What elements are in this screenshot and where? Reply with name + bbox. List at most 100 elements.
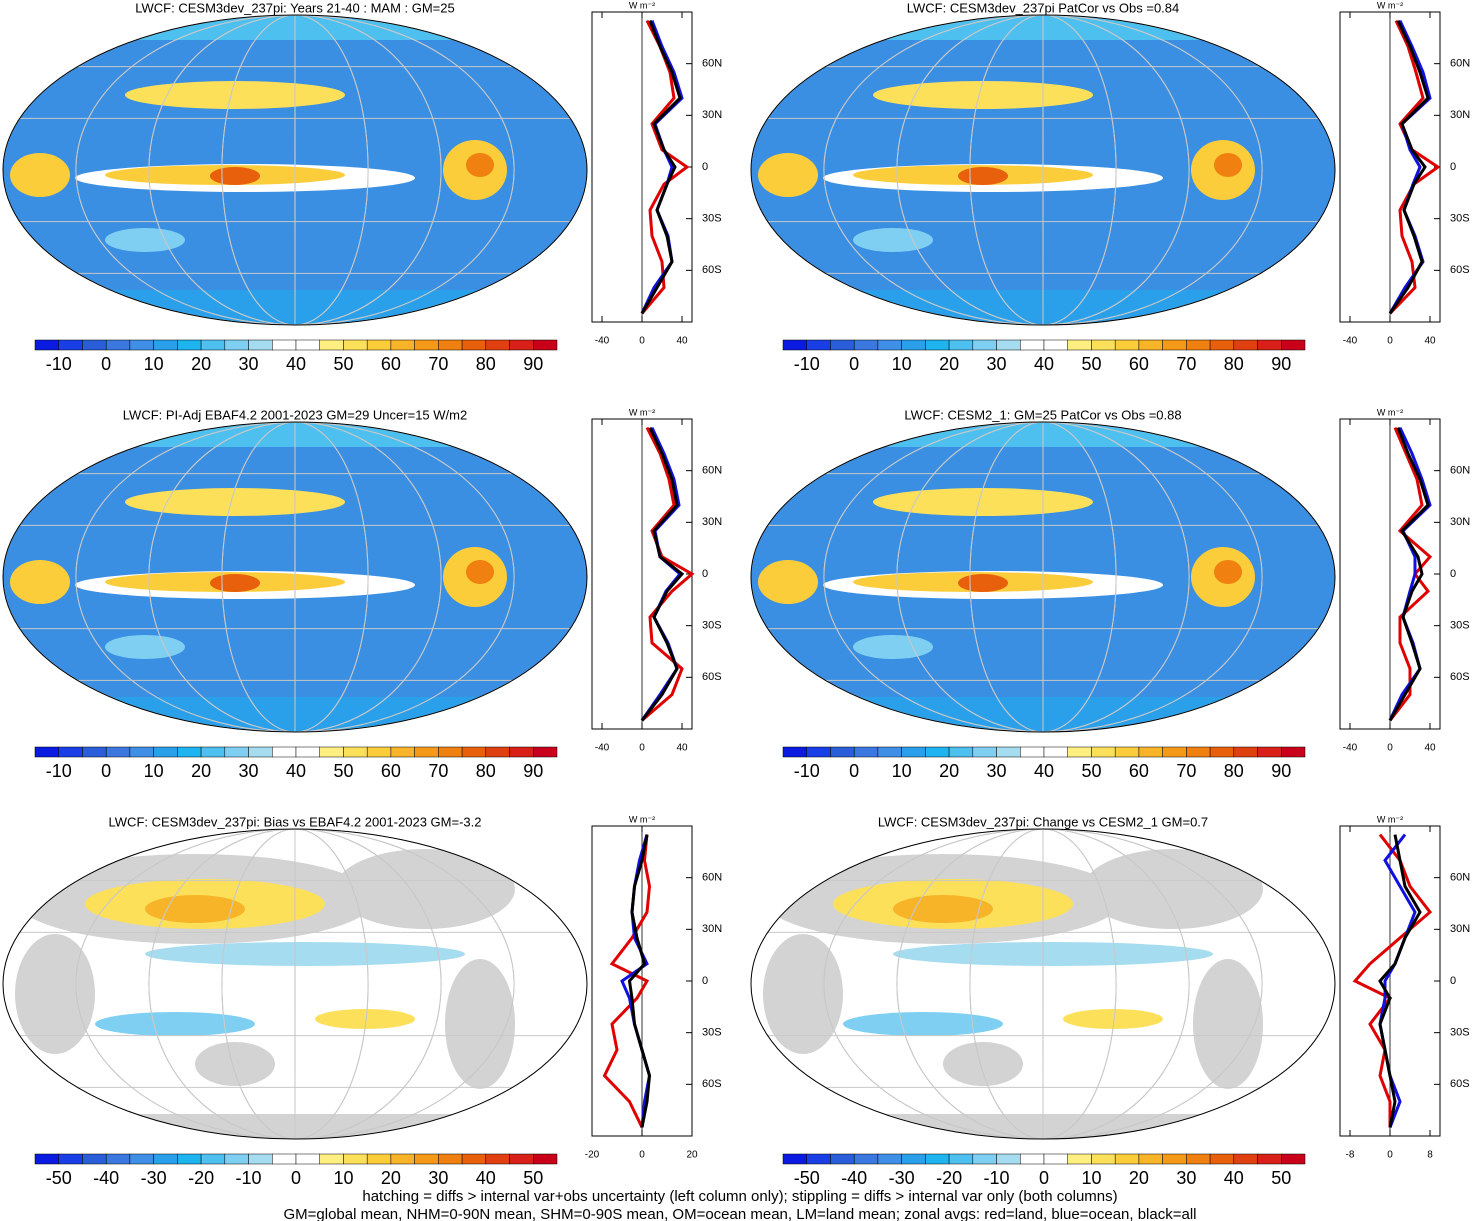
colorbar-box [177, 339, 202, 351]
unit-label: W m⁻² [629, 407, 655, 417]
colorbar-label: 70 [1176, 761, 1196, 781]
colorbar-label: -10 [236, 1168, 262, 1188]
unit-label: W m⁻² [1377, 0, 1403, 10]
colorbar-label: 40 [476, 1168, 496, 1188]
colorbar-box [948, 746, 974, 758]
footer-note: hatching = diffs > internal var+obs unce… [362, 1188, 1117, 1205]
colorbar-box [177, 746, 202, 758]
zonal-line [1352, 833, 1433, 1128]
field-blob [893, 942, 1213, 966]
zonal-line [640, 426, 683, 722]
colorbar-box [129, 746, 154, 758]
panel-title: LWCF: PI-Adj EBAF4.2 2001-2023 GM=29 Unc… [123, 407, 467, 422]
graticule [823, 15, 1263, 325]
y-tick-label: 60N [702, 58, 722, 70]
colorbar-box [1209, 1153, 1235, 1165]
colorbar-box [806, 746, 831, 758]
field-blob [873, 81, 1093, 109]
colorbar-label: 30 [239, 761, 259, 781]
colorbar-box [782, 746, 807, 758]
field-blob [1063, 1009, 1163, 1029]
colorbar-box [248, 746, 273, 758]
colorbar-box [1186, 1153, 1211, 1165]
graticule [969, 422, 1117, 732]
colorbar-box [390, 1153, 415, 1165]
colorbar-box [1281, 339, 1306, 351]
field-blob [125, 488, 345, 516]
colorbar-box [1233, 746, 1258, 758]
map-field [3, 829, 587, 1139]
field-blob [466, 153, 494, 177]
colorbar-label: 20 [191, 761, 211, 781]
zonal-line [1388, 427, 1433, 722]
colorbar-box [461, 746, 487, 758]
y-tick-label: 60S [702, 264, 722, 276]
zonal-line [640, 19, 690, 315]
field-blob [95, 1012, 255, 1036]
y-tick-label: 0 [1450, 568, 1456, 580]
colorbar-box [782, 339, 807, 351]
colorbar-label: 10 [333, 1168, 353, 1188]
field-blob [145, 942, 465, 966]
y-tick-label: 60N [1450, 58, 1470, 70]
colorbar-box [901, 1153, 926, 1165]
x-tick-label: -40 [595, 743, 610, 754]
y-tick-label: 0 [702, 161, 708, 173]
colorbar-box [485, 746, 510, 758]
colorbar-label: 30 [987, 761, 1007, 781]
x-tick-label: -40 [1343, 743, 1358, 754]
map-border [750, 421, 1336, 733]
colorbar-label: 10 [144, 761, 164, 781]
colorbar-box [34, 746, 59, 758]
colorbar-box [414, 339, 439, 351]
y-tick-label: 60N [702, 872, 722, 884]
colorbar-label: 40 [1224, 1168, 1244, 1188]
colorbar-label: -10 [984, 1168, 1010, 1188]
graticule [896, 15, 1190, 325]
colorbar-label: 60 [1129, 354, 1149, 374]
graticule [823, 829, 1263, 1139]
land [943, 1042, 1023, 1086]
land [195, 1042, 275, 1086]
colorbar-label: 90 [523, 761, 543, 781]
colorbar-box [58, 1153, 83, 1165]
panel: LWCF: CESM3dev_237pi: Change vs CESM2_1 … [750, 814, 1470, 1188]
colorbar-box [390, 746, 415, 758]
colorbar-label: 30 [239, 354, 259, 374]
colorbar-box [830, 746, 855, 758]
colorbar-box [1020, 1153, 1045, 1165]
colorbar-label: 0 [849, 354, 859, 374]
colorbar-box [830, 1153, 855, 1165]
colorbar-box [153, 339, 178, 351]
field-blob [893, 895, 993, 923]
zonal-line [1388, 19, 1430, 315]
field-blob [853, 635, 933, 659]
colorbar-box [1114, 339, 1140, 351]
colorbar-label: 50 [523, 1168, 543, 1188]
field-blob [145, 895, 245, 923]
field-blob [210, 574, 260, 592]
y-tick-label: 60S [702, 1078, 722, 1090]
colorbar-box [105, 746, 131, 758]
x-tick-label: 0 [639, 743, 645, 754]
y-tick-label: 0 [702, 568, 708, 580]
graticule [969, 829, 1117, 1139]
colorbar-box [509, 746, 534, 758]
colorbar-box [485, 339, 510, 351]
colorbar-label: 0 [101, 354, 111, 374]
colorbar-box [509, 1153, 534, 1165]
colorbar-box [1043, 339, 1068, 351]
land [335, 849, 515, 929]
unit-label: W m⁻² [629, 0, 655, 10]
y-tick-label: 60N [1450, 872, 1470, 884]
colorbar-box [200, 746, 226, 758]
footer-note: GM=global mean, NHM=0-90N mean, SHM=0-90… [283, 1206, 1196, 1221]
colorbar-box [343, 339, 368, 351]
colorbar-box [972, 746, 997, 758]
y-tick-label: 30S [702, 213, 722, 225]
colorbar-box [877, 746, 902, 758]
colorbar-label: 30 [1176, 1168, 1196, 1188]
y-tick-label: 30N [1450, 516, 1470, 528]
colorbar-box [972, 1153, 997, 1165]
